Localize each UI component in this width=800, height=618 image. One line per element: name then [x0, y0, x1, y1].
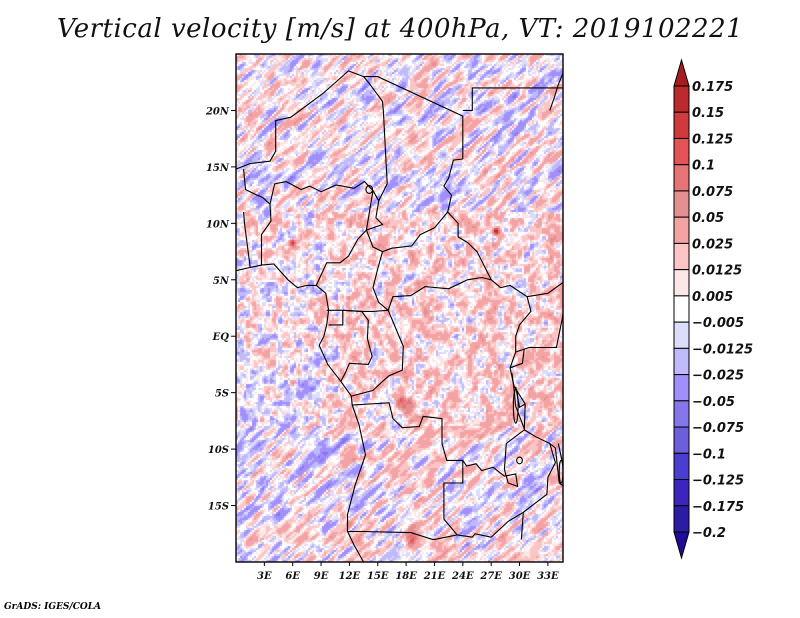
x-tick-label: 3E: [257, 571, 272, 582]
border-line: [260, 204, 272, 266]
colorbar-label: 0.075: [692, 185, 733, 200]
y-tick-label: 10N: [206, 219, 230, 230]
chart-title: Vertical velocity [m/s] at 400hPa, VT: 2…: [56, 14, 744, 44]
y-axis: 20N 15N 10N 5N EQ 5S 10S 15S: [205, 106, 236, 513]
colorbar-bin: [673, 164, 690, 192]
x-tick-label: 27E: [479, 571, 502, 582]
colorbar-bin: [673, 242, 690, 271]
colorbar-label: −0.0125: [692, 342, 753, 357]
colorbar-label: −0.025: [692, 369, 744, 384]
colorbar-bin: [673, 85, 690, 113]
y-tick-label: 15S: [208, 502, 229, 513]
colorbar-label: −0.075: [692, 421, 744, 436]
colorbar-bin: [673, 190, 690, 218]
border-line: [236, 263, 367, 562]
border-line: [549, 72, 563, 111]
colorbar-label: 0.125: [692, 132, 733, 147]
colorbar-bin: [673, 452, 690, 481]
y-tick-label: 5N: [213, 276, 230, 287]
colorbar-min-arrow: [673, 531, 690, 560]
colorbar-label: −0.1: [692, 447, 726, 462]
colorbar-bin: [673, 479, 690, 507]
x-tick-label: 24E: [451, 571, 474, 582]
border-line: [509, 348, 525, 369]
x-tick-label: 9E: [314, 571, 329, 582]
colorbar-label: 0.005: [692, 290, 733, 305]
border-line: [511, 373, 525, 429]
border-line: [462, 87, 563, 111]
colorbar-label: 0.05: [692, 211, 724, 226]
colorbar-bin: [673, 269, 690, 297]
colorbar-label: −0.05: [692, 395, 735, 410]
border-line: [243, 76, 388, 206]
colorbar-bin: [673, 216, 690, 244]
border-line: [372, 251, 492, 312]
x-tick-label: 18E: [395, 571, 417, 582]
lake-outline: [512, 388, 519, 424]
colorbar-bin: [673, 137, 690, 166]
y-tick-label: 15N: [206, 163, 230, 174]
colorbar-legend: 0.175 0.15 0.125 0.1 0.075 0.05 0.025 0.0125 0.0…: [673, 58, 753, 560]
x-tick-label: 21E: [423, 571, 446, 582]
border-line: [340, 309, 373, 382]
x-tick-label: 6E: [285, 571, 300, 582]
border-line: [315, 190, 374, 286]
y-tick-label: 5S: [215, 389, 229, 400]
colorbar-label: −0.2: [692, 526, 726, 541]
colorbar-bin: [673, 111, 690, 139]
colorbar-bin: [673, 400, 690, 428]
x-tick-label: 30E: [509, 571, 531, 582]
colorbar-label: 0.175: [692, 80, 733, 95]
colorbar-label: 0.025: [692, 237, 733, 252]
border-line: [520, 443, 556, 540]
colorbar-label: 0.15: [692, 106, 724, 121]
y-tick-label: EQ: [212, 332, 230, 343]
border-line: [457, 511, 524, 538]
colorbar-label: −0.005: [692, 316, 744, 331]
colorbar-label: −0.125: [692, 474, 744, 489]
x-tick-label: 15E: [367, 571, 389, 582]
border-line: [443, 158, 563, 298]
colorbar-bin: [673, 426, 690, 454]
border-line: [236, 70, 464, 170]
grads-credit: GrADS: IGES/COLA: [4, 602, 102, 612]
colorbar-bin: [673, 505, 690, 533]
map-frame: [235, 53, 564, 563]
lake-outline: [365, 184, 374, 194]
vertical-velocity-field: [236, 54, 563, 562]
y-tick-label: 10S: [208, 445, 229, 456]
border-line: [557, 443, 563, 473]
y-tick-label: 20N: [205, 106, 230, 117]
colorbar-bin: [673, 321, 690, 349]
border-line: [529, 310, 563, 349]
colorbar-bin: [673, 374, 690, 402]
colorbar-bin: [673, 347, 690, 376]
colorbar-label: −0.175: [692, 500, 744, 515]
border-line: [243, 211, 251, 268]
colorbar-label: 0.0125: [692, 264, 742, 279]
border-line: [462, 460, 519, 488]
contour-fill-raster: [236, 54, 563, 562]
lake-outline: [516, 456, 523, 465]
border-line: [328, 310, 344, 326]
colorbar-label: 0.1: [692, 159, 715, 174]
country-borders: [236, 70, 563, 562]
x-axis: 3E 6E 9E 12E 15E 18E 21E 24E 27E 30E 33E: [257, 562, 559, 582]
x-tick-label: 33E: [537, 571, 559, 582]
x-tick-label: 12E: [339, 571, 361, 582]
colorbar-max-arrow: [673, 58, 690, 87]
border-line: [524, 429, 563, 487]
colorbar-bin: [673, 295, 690, 323]
border-line: [351, 310, 404, 397]
